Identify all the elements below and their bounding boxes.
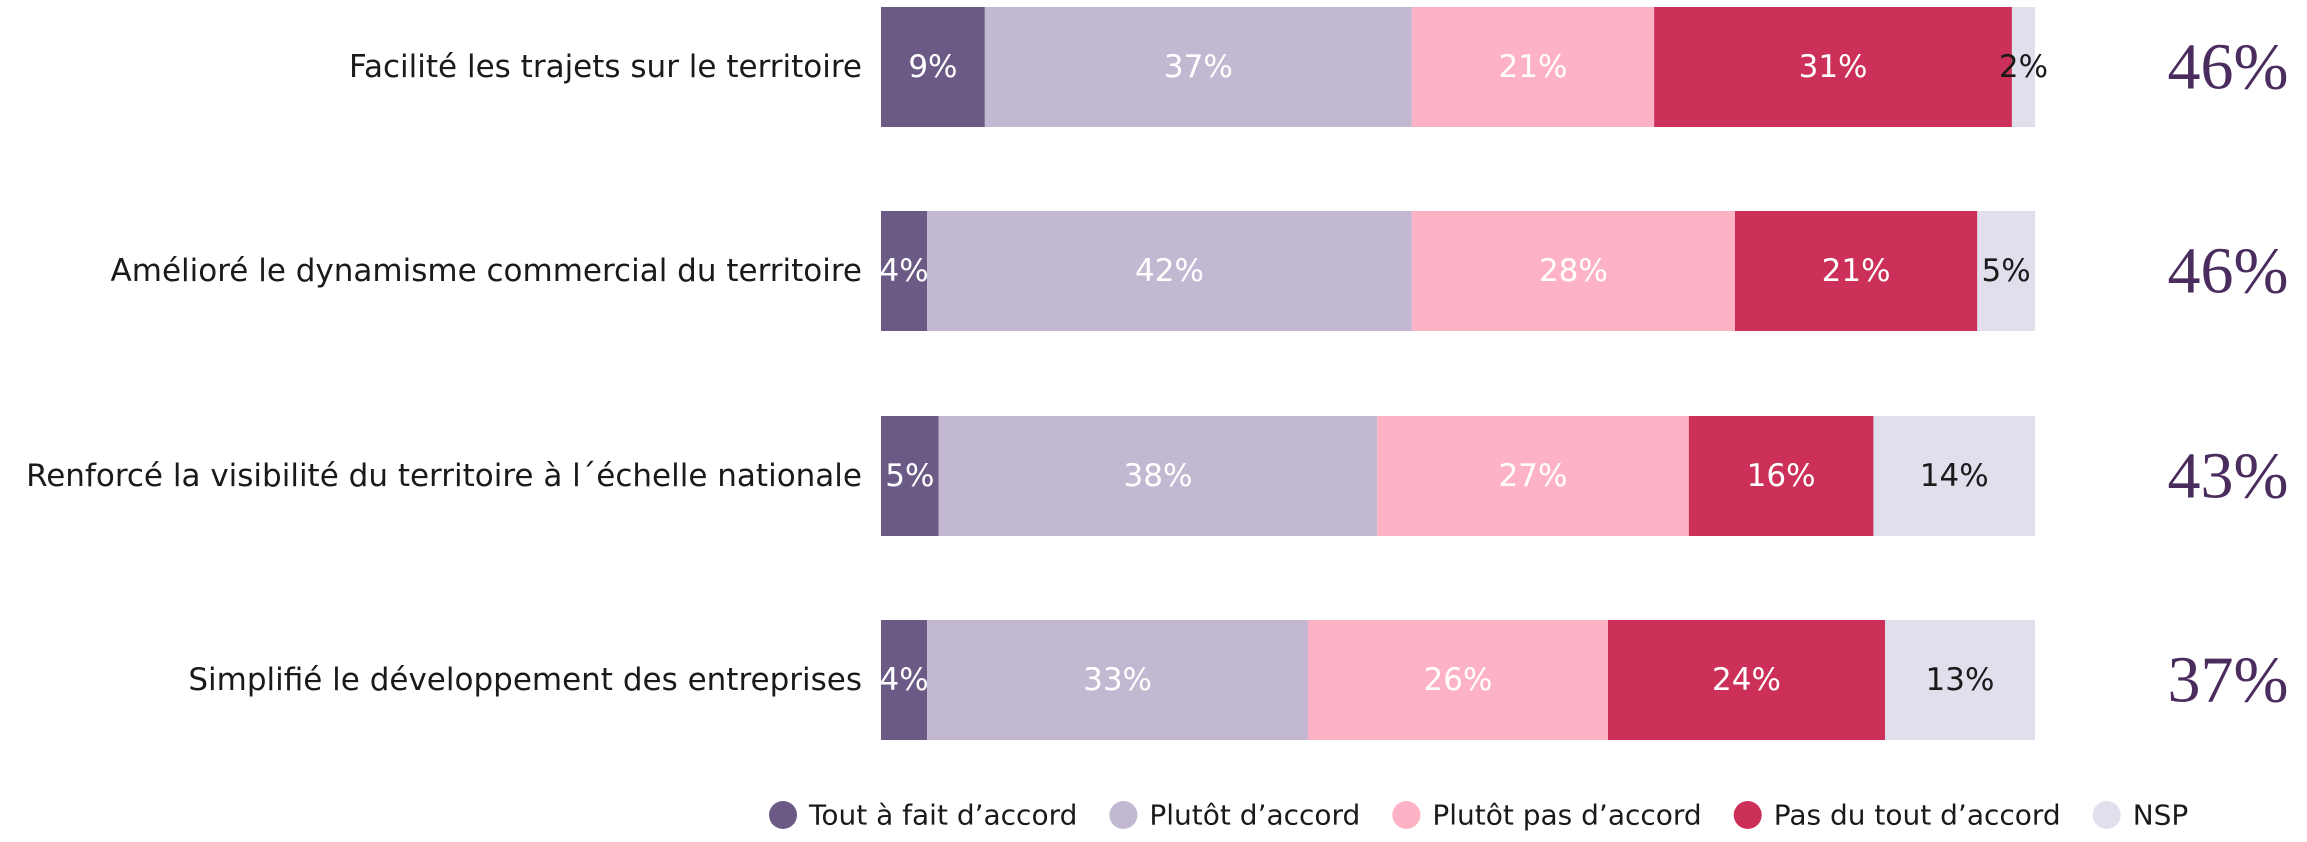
value-label: 16% — [1747, 458, 1816, 494]
legend-label: Plutôt pas d’accord — [1432, 799, 1701, 832]
value-label: 24% — [1712, 662, 1781, 698]
value-label: 33% — [1083, 662, 1152, 698]
bar-segment — [1411, 7, 1655, 127]
value-label: 5% — [1982, 253, 2031, 289]
value-label: 13% — [1926, 662, 1995, 698]
legend-label: NSP — [2133, 799, 2189, 832]
category-label: Renforcé la visibilité du territoire à l… — [26, 458, 862, 494]
value-label: 31% — [1799, 49, 1868, 85]
bar-segment — [1873, 416, 2035, 536]
bar-segment — [881, 416, 939, 536]
value-label: 28% — [1539, 253, 1608, 289]
bar-segment — [927, 211, 1412, 331]
legend-label: Plutôt d’accord — [1149, 799, 1360, 832]
value-label: 42% — [1135, 253, 1204, 289]
bar-segment — [1377, 416, 1689, 536]
bar-segment — [2011, 7, 2035, 127]
value-label: 38% — [1124, 458, 1193, 494]
legend-label: Pas du tout d’accord — [1774, 799, 2061, 832]
legend-label: Tout à fait d’accord — [808, 799, 1077, 832]
value-label: 4% — [879, 662, 928, 698]
bar-segment — [1608, 620, 1885, 740]
bar-segment — [1688, 416, 1874, 536]
total-label: 43% — [2168, 440, 2289, 513]
legend-swatch — [1733, 801, 1762, 829]
legend-swatch — [1109, 801, 1138, 829]
bar-segment — [984, 7, 1412, 127]
bar-segment — [1884, 620, 2035, 740]
total-label: 37% — [2168, 644, 2289, 717]
bar-segment — [1654, 7, 2012, 127]
total-label: 46% — [2168, 31, 2289, 104]
bar-segment — [881, 7, 985, 127]
value-label: 4% — [879, 253, 928, 289]
value-label: 21% — [1499, 49, 1568, 85]
legend-swatch — [1392, 801, 1421, 829]
bar-segment — [1307, 620, 1609, 740]
value-label: 9% — [908, 49, 957, 85]
total-label: 46% — [2168, 235, 2289, 308]
category-label: Amélioré le dynamisme commercial du terr… — [111, 253, 862, 289]
value-label: 5% — [885, 458, 934, 494]
bar-segment — [927, 620, 1308, 740]
bar-segment — [938, 416, 1378, 536]
bar-segment — [1734, 211, 1978, 331]
bar-segment — [1977, 211, 2035, 331]
value-label: 26% — [1424, 662, 1493, 698]
value-label: 2% — [1999, 49, 2048, 85]
legend-swatch — [2092, 801, 2121, 829]
value-label: 14% — [1920, 458, 1989, 494]
bar-segment — [881, 620, 928, 740]
value-label: 37% — [1164, 49, 1233, 85]
value-label: 21% — [1822, 253, 1891, 289]
bar-segment — [881, 211, 928, 331]
value-label: 27% — [1499, 458, 1568, 494]
category-label: Facilité les trajets sur le territoire — [349, 49, 862, 85]
category-label: Simplifié le développement des entrepris… — [188, 662, 862, 698]
bar-segment — [1411, 211, 1735, 331]
legend-swatch — [769, 801, 797, 829]
